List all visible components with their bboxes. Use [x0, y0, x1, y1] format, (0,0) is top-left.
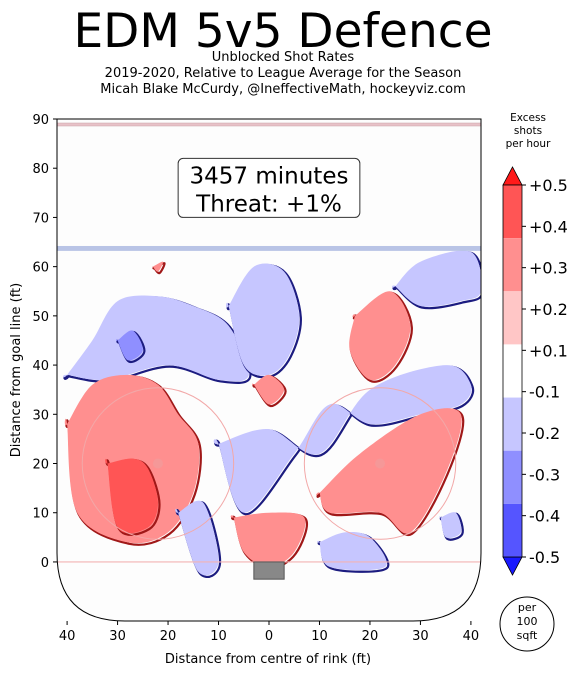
- subtitle-line-3: Micah Blake McCurdy, @IneffectiveMath, h…: [100, 82, 466, 97]
- shot-deficit-region: [175, 500, 219, 576]
- y-tick-label: 40: [32, 359, 49, 374]
- x-tick-label: 10: [210, 629, 227, 644]
- subtitle-line-2: 2019-2020, Relative to League Average fo…: [104, 66, 462, 81]
- colorbar-tick-label: -0.3: [529, 465, 560, 484]
- colorbar-min-arrow: [502, 556, 523, 576]
- colorbar-title-line-2: shots: [513, 125, 543, 137]
- unit-badge-line: per: [518, 601, 537, 614]
- y-tick-label: 20: [32, 458, 49, 473]
- colorbar-title-line-1: Excess: [510, 112, 546, 124]
- heatmap-regions: [62, 250, 481, 578]
- shot-deficit-region: [213, 365, 472, 513]
- colorbar-swatch: [503, 397, 522, 451]
- colorbar-frame: [502, 184, 523, 558]
- colorbar-swatch: [503, 503, 522, 557]
- colorbar-swatch: [503, 185, 522, 239]
- y-tick-label: 70: [32, 211, 49, 226]
- excess-shots-region: [316, 408, 462, 534]
- faceoff-circle: [81, 387, 235, 540]
- y-tick-label: 0: [41, 556, 49, 571]
- shot-deficit-region: [226, 263, 300, 376]
- colorbar-title: Excess shots per hour: [500, 112, 556, 151]
- excess-shots-region: [105, 458, 158, 534]
- colorbar-swatch: [503, 344, 522, 398]
- y-tick-label: 10: [32, 507, 49, 522]
- goal-net: [253, 561, 285, 580]
- colorbar-swatch: [503, 238, 522, 292]
- colorbar-tick-label: +0.4: [529, 217, 568, 236]
- colorbar-max-arrow: [502, 166, 523, 186]
- centre-red-line: [56, 122, 482, 127]
- shot-deficit-region: [439, 512, 462, 539]
- blue-line: [57, 245, 481, 251]
- colorbar-tick-label: +0.5: [529, 176, 568, 195]
- faceoff-circle: [303, 387, 457, 540]
- y-tick-label: 50: [32, 310, 49, 325]
- info-box: [177, 157, 361, 218]
- x-tick-label: 40: [463, 629, 480, 644]
- excess-shots-region: [230, 512, 306, 567]
- colorbar-swatch: [503, 450, 522, 504]
- y-tick-label: 60: [32, 261, 49, 276]
- y-tick-label: 30: [32, 408, 49, 423]
- unit-badge-line: sqft: [517, 629, 538, 642]
- colorbar-tick-label: +0.1: [529, 341, 568, 360]
- excess-shots-region: [349, 291, 411, 381]
- colorbar-tick-label: +0.3: [529, 259, 568, 278]
- x-axis-label: Distance from centre of rink (ft): [165, 652, 371, 667]
- x-tick-label: 20: [160, 629, 177, 644]
- shot-deficit-region: [317, 532, 387, 571]
- x-tick-label: 20: [362, 629, 379, 644]
- colorbar-tick-label: +0.2: [529, 300, 568, 319]
- shot-deficit-region: [392, 250, 481, 307]
- colorbar-tick-label: -0.4: [529, 507, 560, 526]
- minutes-label: 3457 minutes: [190, 163, 349, 189]
- chart-title: EDM 5v5 Defence: [73, 4, 493, 59]
- y-tick-label: 90: [32, 113, 49, 128]
- colorbar-title-line-3: per hour: [505, 138, 551, 150]
- x-tick-label: 30: [109, 629, 126, 644]
- unit-badge-line: 100: [517, 615, 538, 628]
- excess-shots-region: [251, 374, 285, 405]
- y-tick-label: 80: [32, 162, 49, 177]
- colorbar-tick-label: -0.2: [529, 424, 560, 443]
- x-tick-label: 30: [412, 629, 429, 644]
- rink-boards: [56, 118, 482, 622]
- colorbar-tick-label: -0.1: [529, 383, 560, 402]
- x-tick-label: 40: [59, 629, 76, 644]
- shot-deficit-region: [115, 330, 143, 361]
- colorbar-tick-label: -0.5: [529, 548, 560, 567]
- colorbar-swatch: [503, 291, 522, 345]
- y-axis-label: Distance from goal line (ft): [9, 283, 24, 457]
- faceoff-dot: [375, 458, 386, 469]
- x-tick-label: 10: [311, 629, 328, 644]
- subtitle-line-1: Unblocked Shot Rates: [211, 50, 355, 65]
- x-tick-label: 0: [265, 629, 273, 644]
- unit-badge: [499, 596, 555, 652]
- excess-shots-region: [151, 261, 164, 272]
- shot-deficit-region: [62, 295, 249, 382]
- faceoff-dot: [152, 458, 163, 469]
- threat-label: Threat: +1%: [195, 191, 342, 217]
